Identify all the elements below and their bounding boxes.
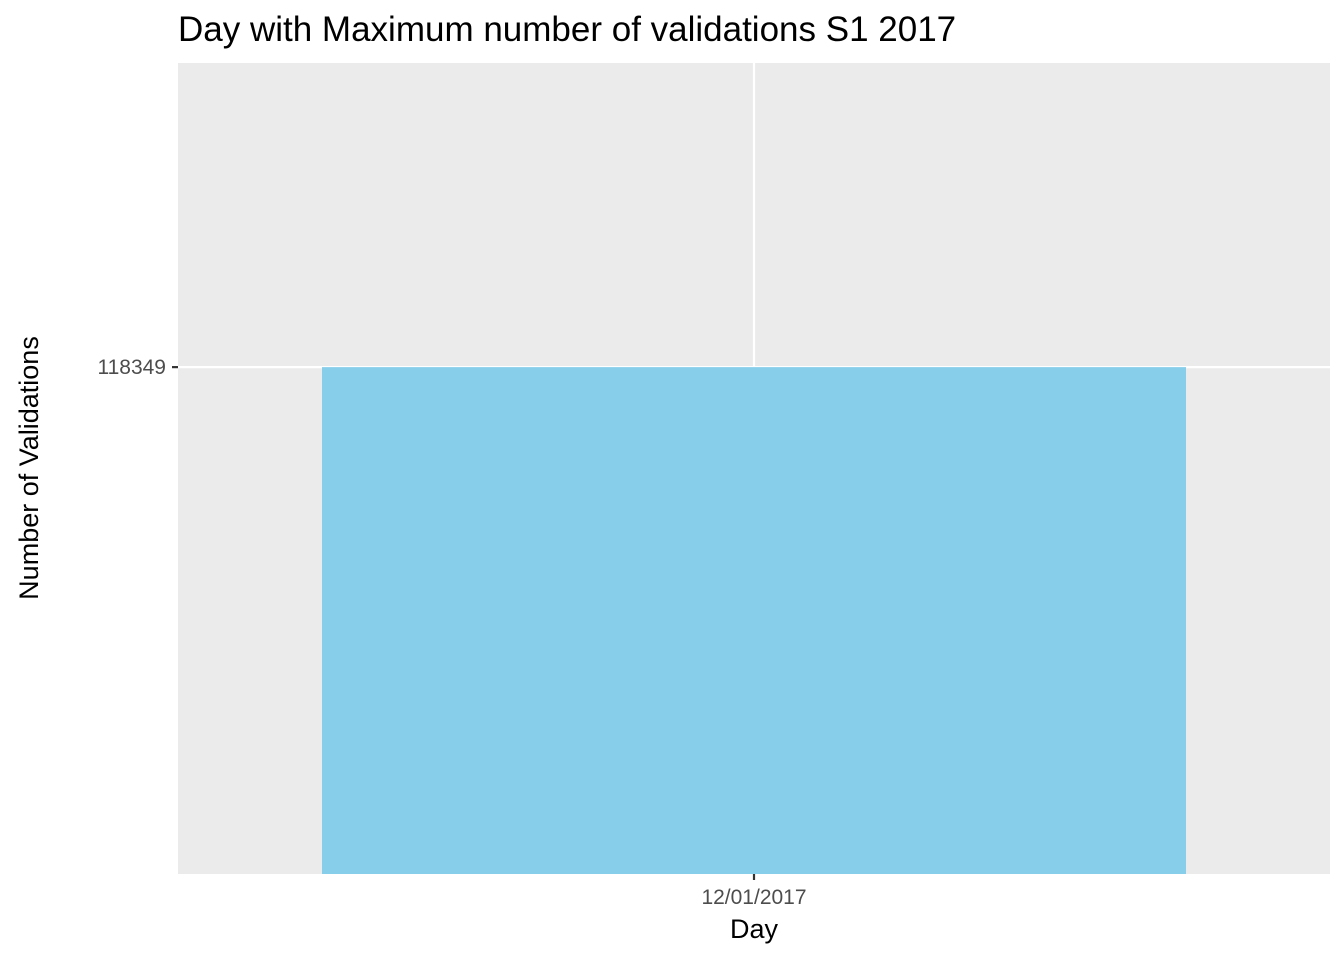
bars: [322, 367, 1186, 874]
x-axis: 12/01/2017: [701, 874, 807, 909]
bar: [322, 367, 1186, 874]
x-tick-label: 12/01/2017: [701, 886, 806, 909]
y-axis-title: Number of Validations: [14, 336, 44, 600]
x-axis-title: Day: [730, 914, 779, 944]
y-axis: 118349: [97, 356, 178, 379]
y-tick-label: 118349: [97, 356, 166, 379]
chart-title: Day with Maximum number of validations S…: [178, 10, 956, 49]
